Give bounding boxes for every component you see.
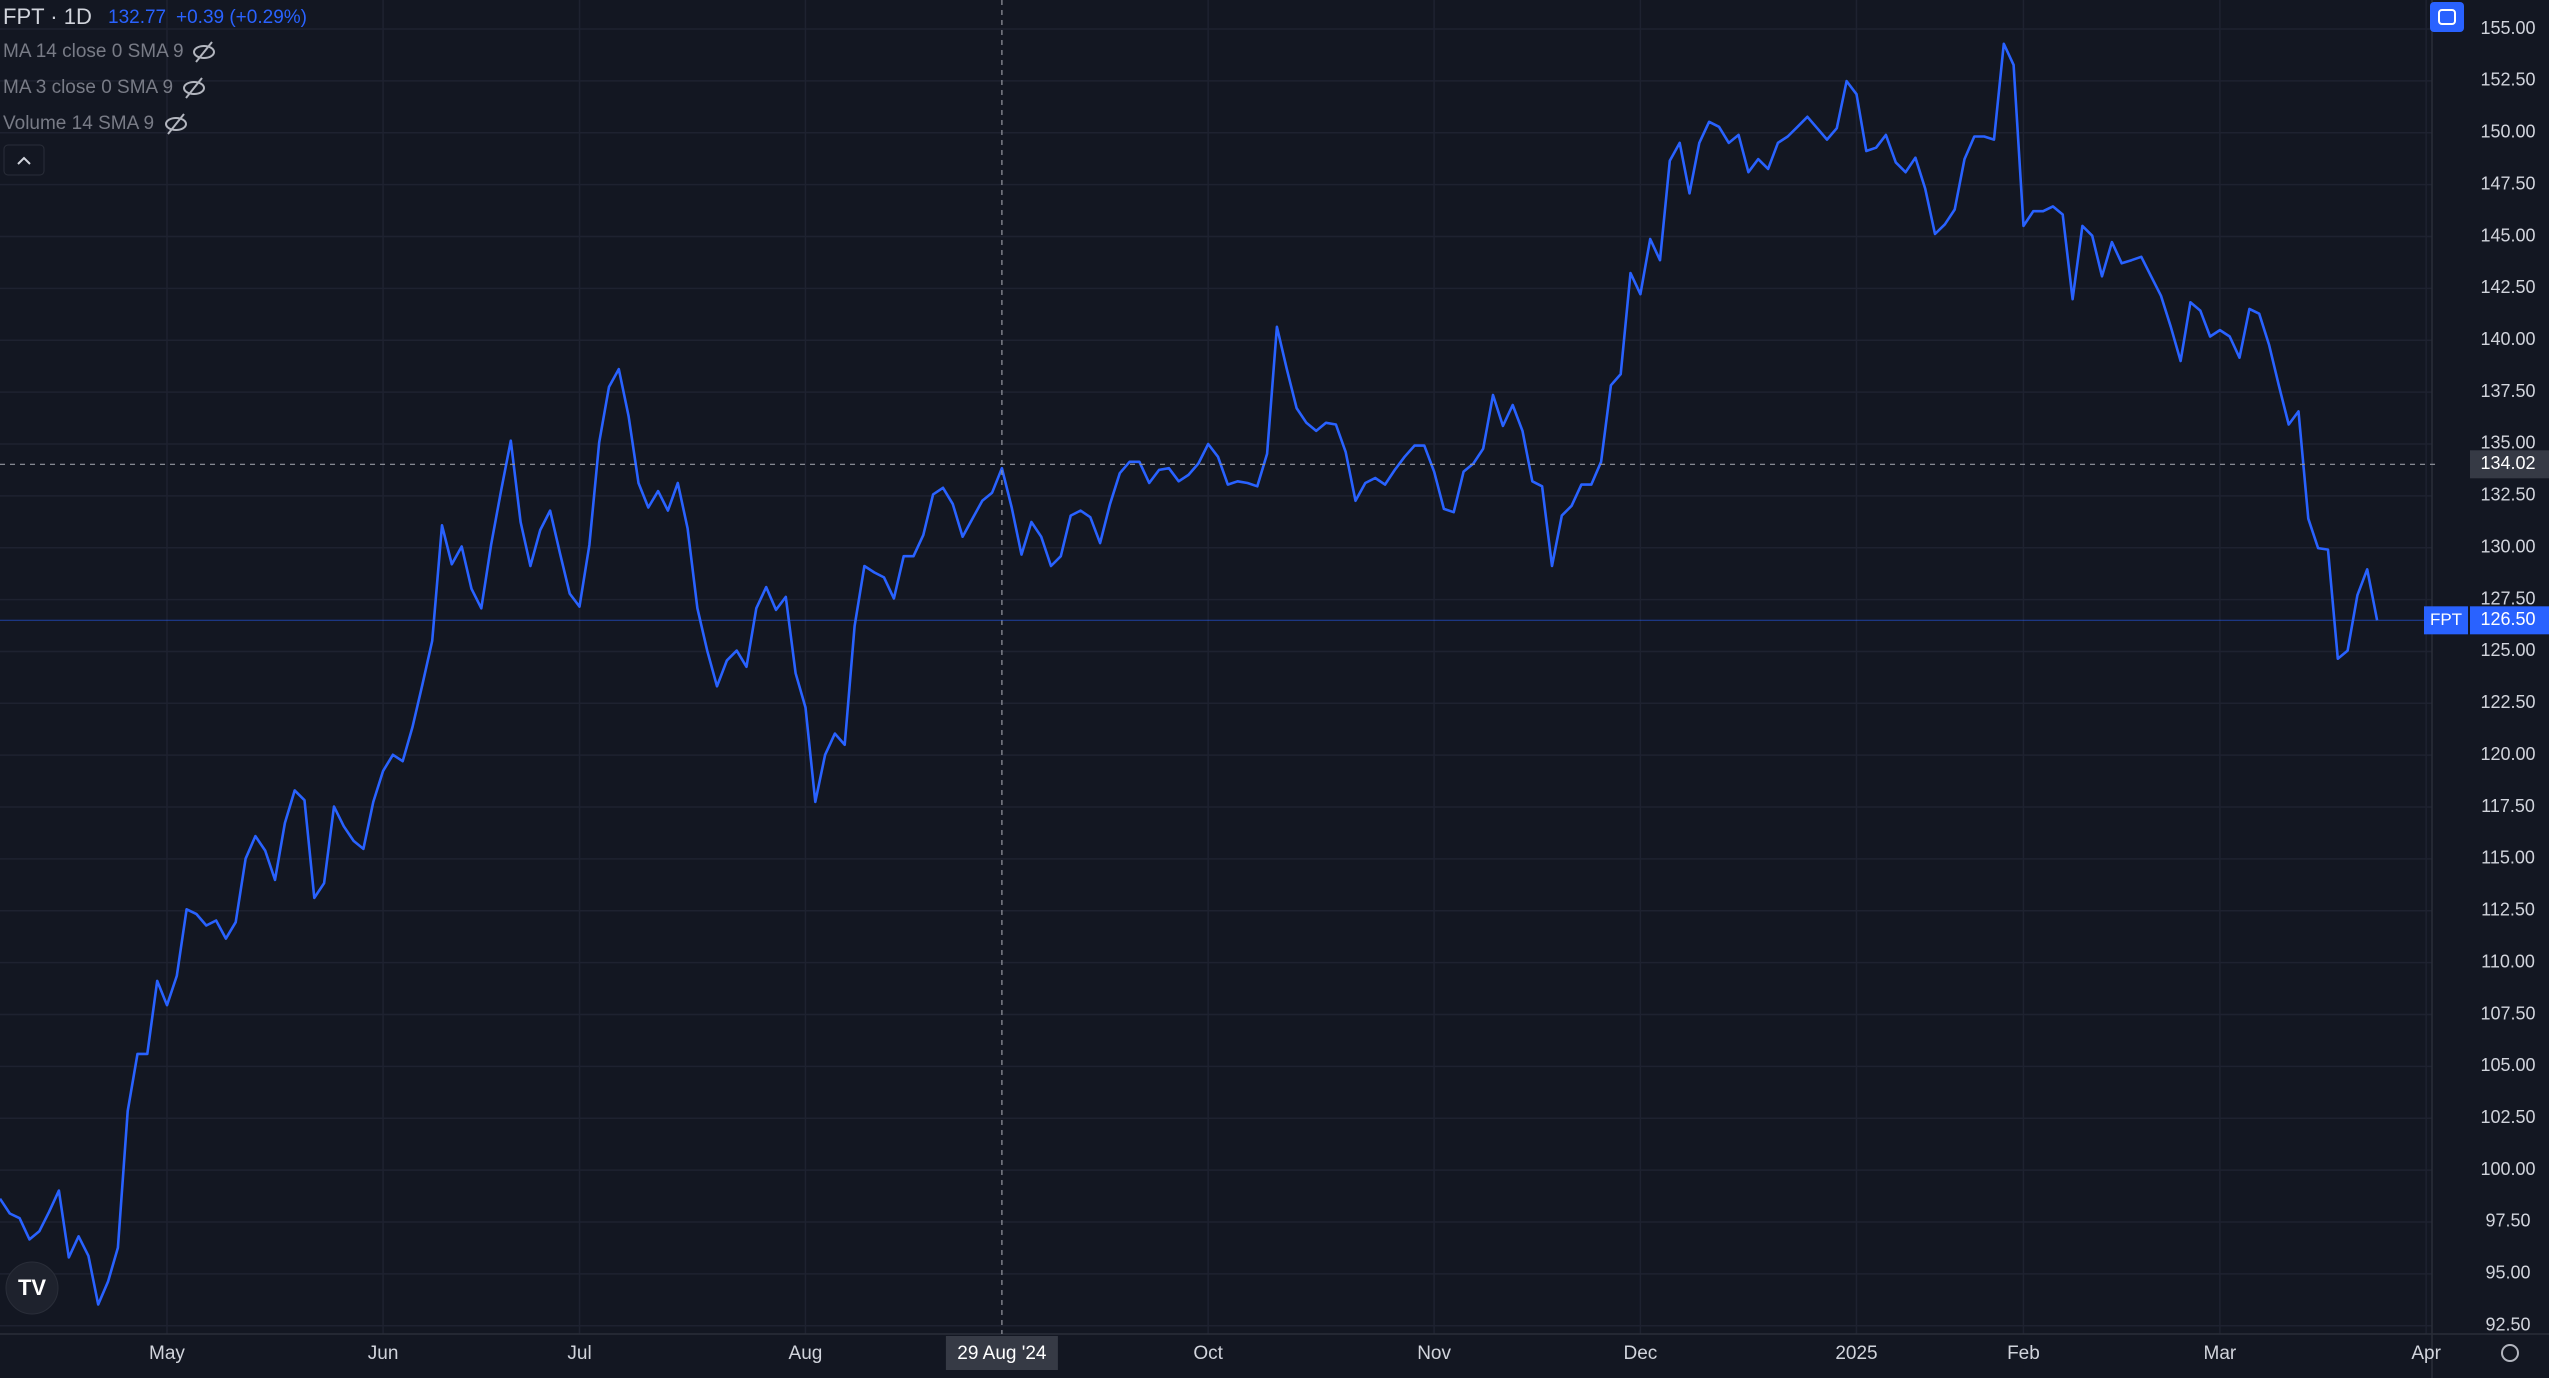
logo-mark: TV [18,1275,46,1300]
x-tick-label: Dec [1623,1343,1657,1364]
y-tick-label: 105.00 [2480,1055,2535,1075]
crosshair-y-box [2470,450,2549,479]
y-tick-label: 137.50 [2480,381,2535,401]
last-price-box [2470,606,2549,635]
symbol-label: FPT [2430,610,2462,629]
x-tick-label: Apr [2411,1343,2441,1364]
x-tick-label: Nov [1417,1343,1451,1364]
y-tick-label: 100.00 [2480,1159,2535,1179]
y-tick-label: 120.00 [2480,744,2535,764]
y-tick-label: 140.00 [2480,329,2535,349]
indicator-label[interactable]: Volume 14 SMA 9 [3,113,154,134]
y-tick-label: 155.00 [2480,18,2535,38]
logo[interactable] [5,1261,59,1315]
crosshair-y-label: 134.02 [2480,453,2535,473]
change: +0.39 (+0.29%) [176,7,307,28]
x-tick-label: Aug [789,1343,823,1364]
x-tick-label: Jul [567,1343,591,1364]
x-tick-label: Mar [2204,1343,2237,1364]
collapse-button[interactable] [3,144,45,176]
y-tick-label: 122.50 [2480,692,2535,712]
y-tick-label: 117.50 [2481,796,2535,816]
x-tick-label: Feb [2007,1343,2040,1364]
y-tick-label: 150.00 [2480,122,2535,142]
settings-button[interactable] [2430,2,2464,32]
y-tick-label: 95.00 [2485,1263,2530,1283]
y-tick-label: 112.50 [2481,900,2535,920]
y-tick-label: 132.50 [2480,485,2535,505]
indicator-label[interactable]: MA 3 close 0 SMA 9 [3,77,173,98]
price-line [0,42,2379,1306]
settings-gear[interactable] [2501,1344,2519,1362]
y-tick-label: 115.00 [2481,848,2535,868]
y-tick-label: 142.50 [2480,277,2535,297]
grid [0,0,2432,1334]
x-tick-label: 2025 [1835,1343,1877,1364]
x-tick-label: May [149,1343,185,1364]
y-tick-label: 125.00 [2480,640,2535,660]
x-tick-label: Oct [1193,1343,1223,1364]
y-tick-label: 127.50 [2480,588,2535,608]
y-tick-label: 92.50 [2485,1314,2530,1334]
price: 132.77 [108,7,166,28]
y-tick-label: 145.00 [2480,225,2535,245]
y-tick-label: 152.50 [2480,70,2535,90]
y-tick-label: 147.50 [2480,173,2535,193]
hide-icons[interactable] [165,41,215,135]
symbol-box [2424,606,2468,635]
x-tick-label: Jun [368,1343,399,1364]
y-tick-label: 107.50 [2480,1003,2535,1023]
last-price-label: 126.50 [2480,609,2535,629]
y-tick-label: 135.00 [2480,433,2535,453]
chart-title: FPT · 1D [3,4,92,29]
y-tick-label: 110.00 [2481,951,2535,971]
collapse-icon [17,156,31,165]
indicator-label[interactable]: MA 14 close 0 SMA 9 [3,41,184,62]
crosshair-x-box [945,1336,1058,1370]
y-tick-label: 130.00 [2480,536,2535,556]
y-tick-label: 97.50 [2485,1211,2530,1231]
crosshair-x-label: 29 Aug '24 [957,1343,1047,1364]
y-tick-label: 102.50 [2480,1107,2535,1127]
settings-icon [2438,9,2456,25]
